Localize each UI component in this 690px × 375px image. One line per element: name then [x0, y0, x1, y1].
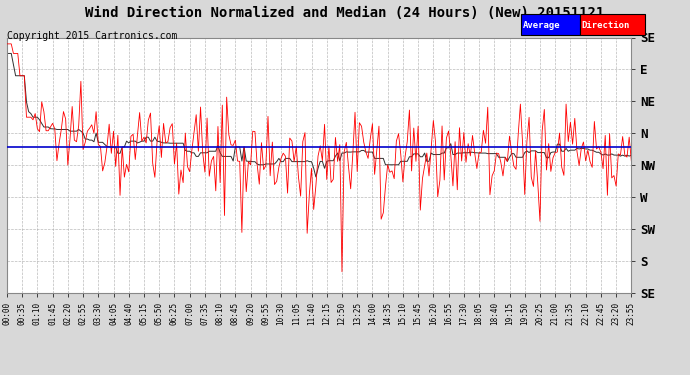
- Text: Wind Direction Normalized and Median (24 Hours) (New) 20151121: Wind Direction Normalized and Median (24…: [86, 6, 604, 20]
- Text: Average: Average: [523, 21, 561, 30]
- Text: Direction: Direction: [582, 21, 630, 30]
- Text: Copyright 2015 Cartronics.com: Copyright 2015 Cartronics.com: [7, 32, 177, 41]
